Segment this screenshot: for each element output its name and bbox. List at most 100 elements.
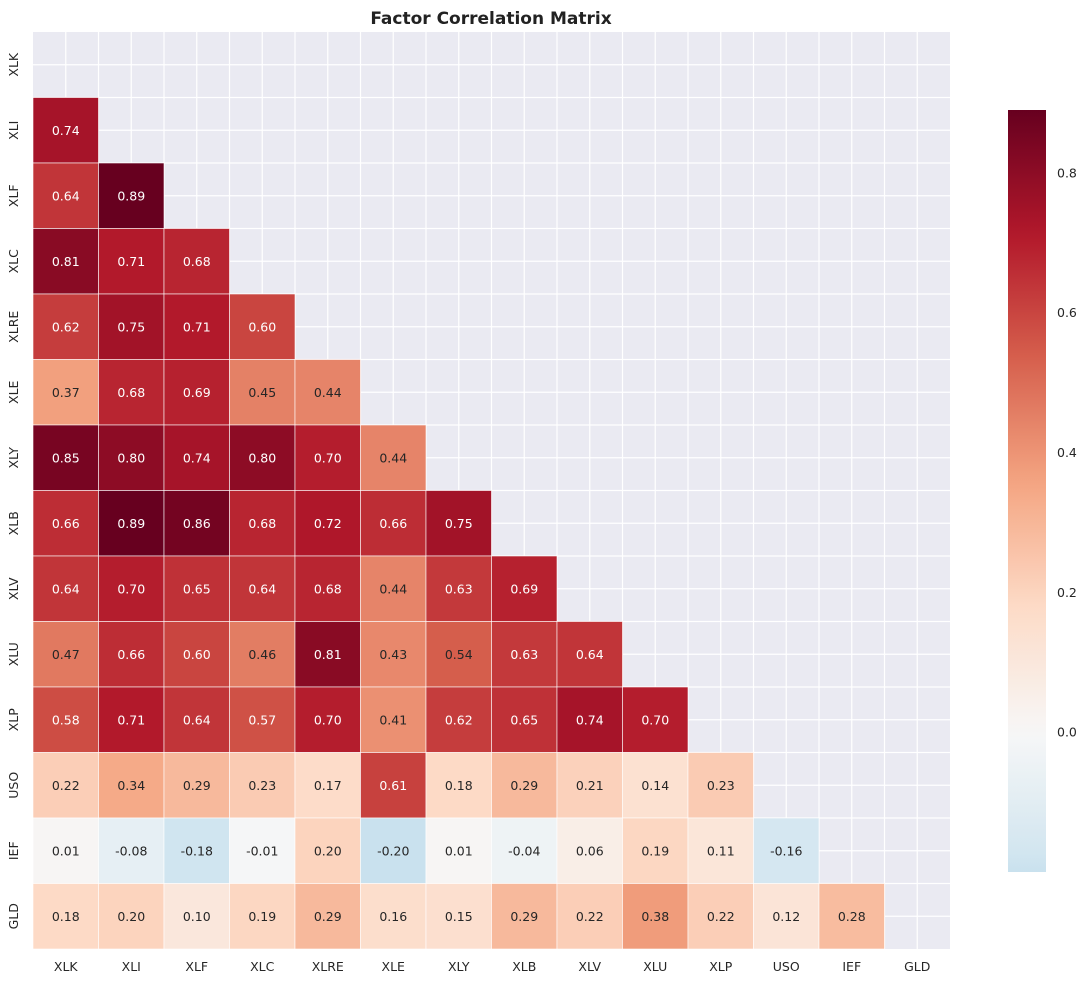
x-tick-label: IEF: [842, 959, 861, 974]
heatmap-cell: [687, 817, 754, 884]
cell-label: 0.68: [248, 516, 276, 531]
heatmap-cell: [32, 228, 99, 295]
cell-label: 0.41: [379, 712, 407, 727]
heatmap-cell: [753, 817, 820, 884]
colorbar-tick-label: 0.0: [1057, 725, 1077, 740]
heatmap-cell: [229, 621, 296, 688]
cell-label: 0.22: [707, 909, 735, 924]
cell-label: 0.18: [445, 778, 473, 793]
cell-label: 0.17: [314, 778, 342, 793]
heatmap-cell: [491, 883, 558, 950]
cell-label: 0.60: [248, 319, 276, 334]
heatmap-cell: [163, 817, 230, 884]
heatmap-cell: [294, 555, 361, 622]
x-tick-label: XLU: [643, 959, 667, 974]
heatmap-cell: [163, 490, 230, 557]
heatmap-cell: [229, 686, 296, 753]
x-tick-label: GLD: [904, 959, 930, 974]
cell-label: 0.14: [641, 778, 669, 793]
heatmap-cell: [556, 621, 623, 688]
heatmap-cell: [163, 883, 230, 950]
cell-label: 0.29: [183, 778, 211, 793]
heatmap-cell: [818, 883, 885, 950]
cell-label: 0.11: [707, 843, 735, 858]
heatmap-cell: [98, 424, 165, 491]
cell-label: 0.61: [379, 778, 407, 793]
y-tick-label: XLU: [6, 642, 21, 666]
cell-label: 0.64: [52, 188, 80, 203]
colorbar-tick-label: 0.8: [1057, 165, 1077, 180]
heatmap-cell: [229, 555, 296, 622]
colorbar-tick-label: 0.2: [1057, 585, 1077, 600]
cell-label: 0.80: [248, 450, 276, 465]
cell-label: 0.45: [248, 385, 276, 400]
y-tick-label: XLK: [6, 52, 21, 77]
heatmap-cell: [32, 359, 99, 426]
y-tick-label: XLP: [6, 708, 21, 732]
heatmap-cell: [425, 817, 492, 884]
heatmap-cell: [163, 228, 230, 295]
heatmap-cell: [98, 490, 165, 557]
heatmap-cell: [425, 621, 492, 688]
cell-label: 0.86: [183, 516, 211, 531]
cell-label: 0.75: [117, 319, 145, 334]
heatmap-cell: [32, 490, 99, 557]
cell-label: 0.65: [183, 581, 211, 596]
cell-label: 0.22: [52, 778, 80, 793]
cell-label: 0.68: [117, 385, 145, 400]
x-tick-label: XLV: [578, 959, 601, 974]
heatmap-cell: [491, 555, 558, 622]
cell-label: 0.80: [117, 450, 145, 465]
cell-label: -0.16: [770, 843, 802, 858]
heatmap-cell: [360, 883, 427, 950]
cell-label: 0.89: [117, 188, 145, 203]
heatmap-cell: [163, 686, 230, 753]
cell-label: 0.74: [52, 123, 80, 138]
colorbar-tick-label: 0.6: [1057, 305, 1077, 320]
heatmap-cell: [163, 359, 230, 426]
colorbar-tick-label: 0.4: [1057, 445, 1077, 460]
cell-label: 0.06: [576, 843, 604, 858]
heatmap-cell: [98, 162, 165, 229]
heatmap-cell: [425, 555, 492, 622]
heatmap-cell: [32, 162, 99, 229]
cell-label: 0.44: [314, 385, 342, 400]
heatmap-cell: [294, 621, 361, 688]
cell-label: 0.66: [52, 516, 80, 531]
cell-label: 0.81: [52, 254, 80, 269]
cell-label: 0.68: [314, 581, 342, 596]
heatmap-cell: [98, 555, 165, 622]
heatmap-cell: [425, 883, 492, 950]
cell-label: 0.71: [183, 319, 211, 334]
heatmap-cell: [32, 97, 99, 164]
y-tick-label: XLB: [6, 511, 21, 535]
x-tick-label: XLB: [512, 959, 536, 974]
cell-label: 0.72: [314, 516, 342, 531]
cell-label: 0.22: [576, 909, 604, 924]
heatmap-cell: [98, 621, 165, 688]
cell-label: 0.20: [117, 909, 145, 924]
heatmap-cell: [163, 424, 230, 491]
heatmap-cell: [491, 817, 558, 884]
cell-label: 0.19: [641, 843, 669, 858]
heatmap-cell: [556, 752, 623, 819]
heatmap-cell: [294, 883, 361, 950]
heatmap-cell: [622, 883, 689, 950]
chart-title: Factor Correlation Matrix: [370, 9, 611, 29]
cell-label: 0.62: [445, 712, 473, 727]
cell-label: 0.20: [314, 843, 342, 858]
heatmap-cell: [294, 817, 361, 884]
cell-label: 0.81: [314, 647, 342, 662]
heatmap-cell: [556, 883, 623, 950]
cell-label: 0.10: [183, 909, 211, 924]
heatmap-cell: [229, 359, 296, 426]
y-tick-label: XLE: [6, 380, 21, 404]
cell-label: 0.63: [445, 581, 473, 596]
cell-label: 0.38: [641, 909, 669, 924]
y-tick-label: IEF: [6, 841, 21, 860]
cell-label: 0.43: [379, 647, 407, 662]
heatmap-cell: [32, 424, 99, 491]
cell-label: 0.65: [510, 712, 538, 727]
cell-label: 0.70: [641, 712, 669, 727]
cell-label: -0.18: [181, 843, 213, 858]
